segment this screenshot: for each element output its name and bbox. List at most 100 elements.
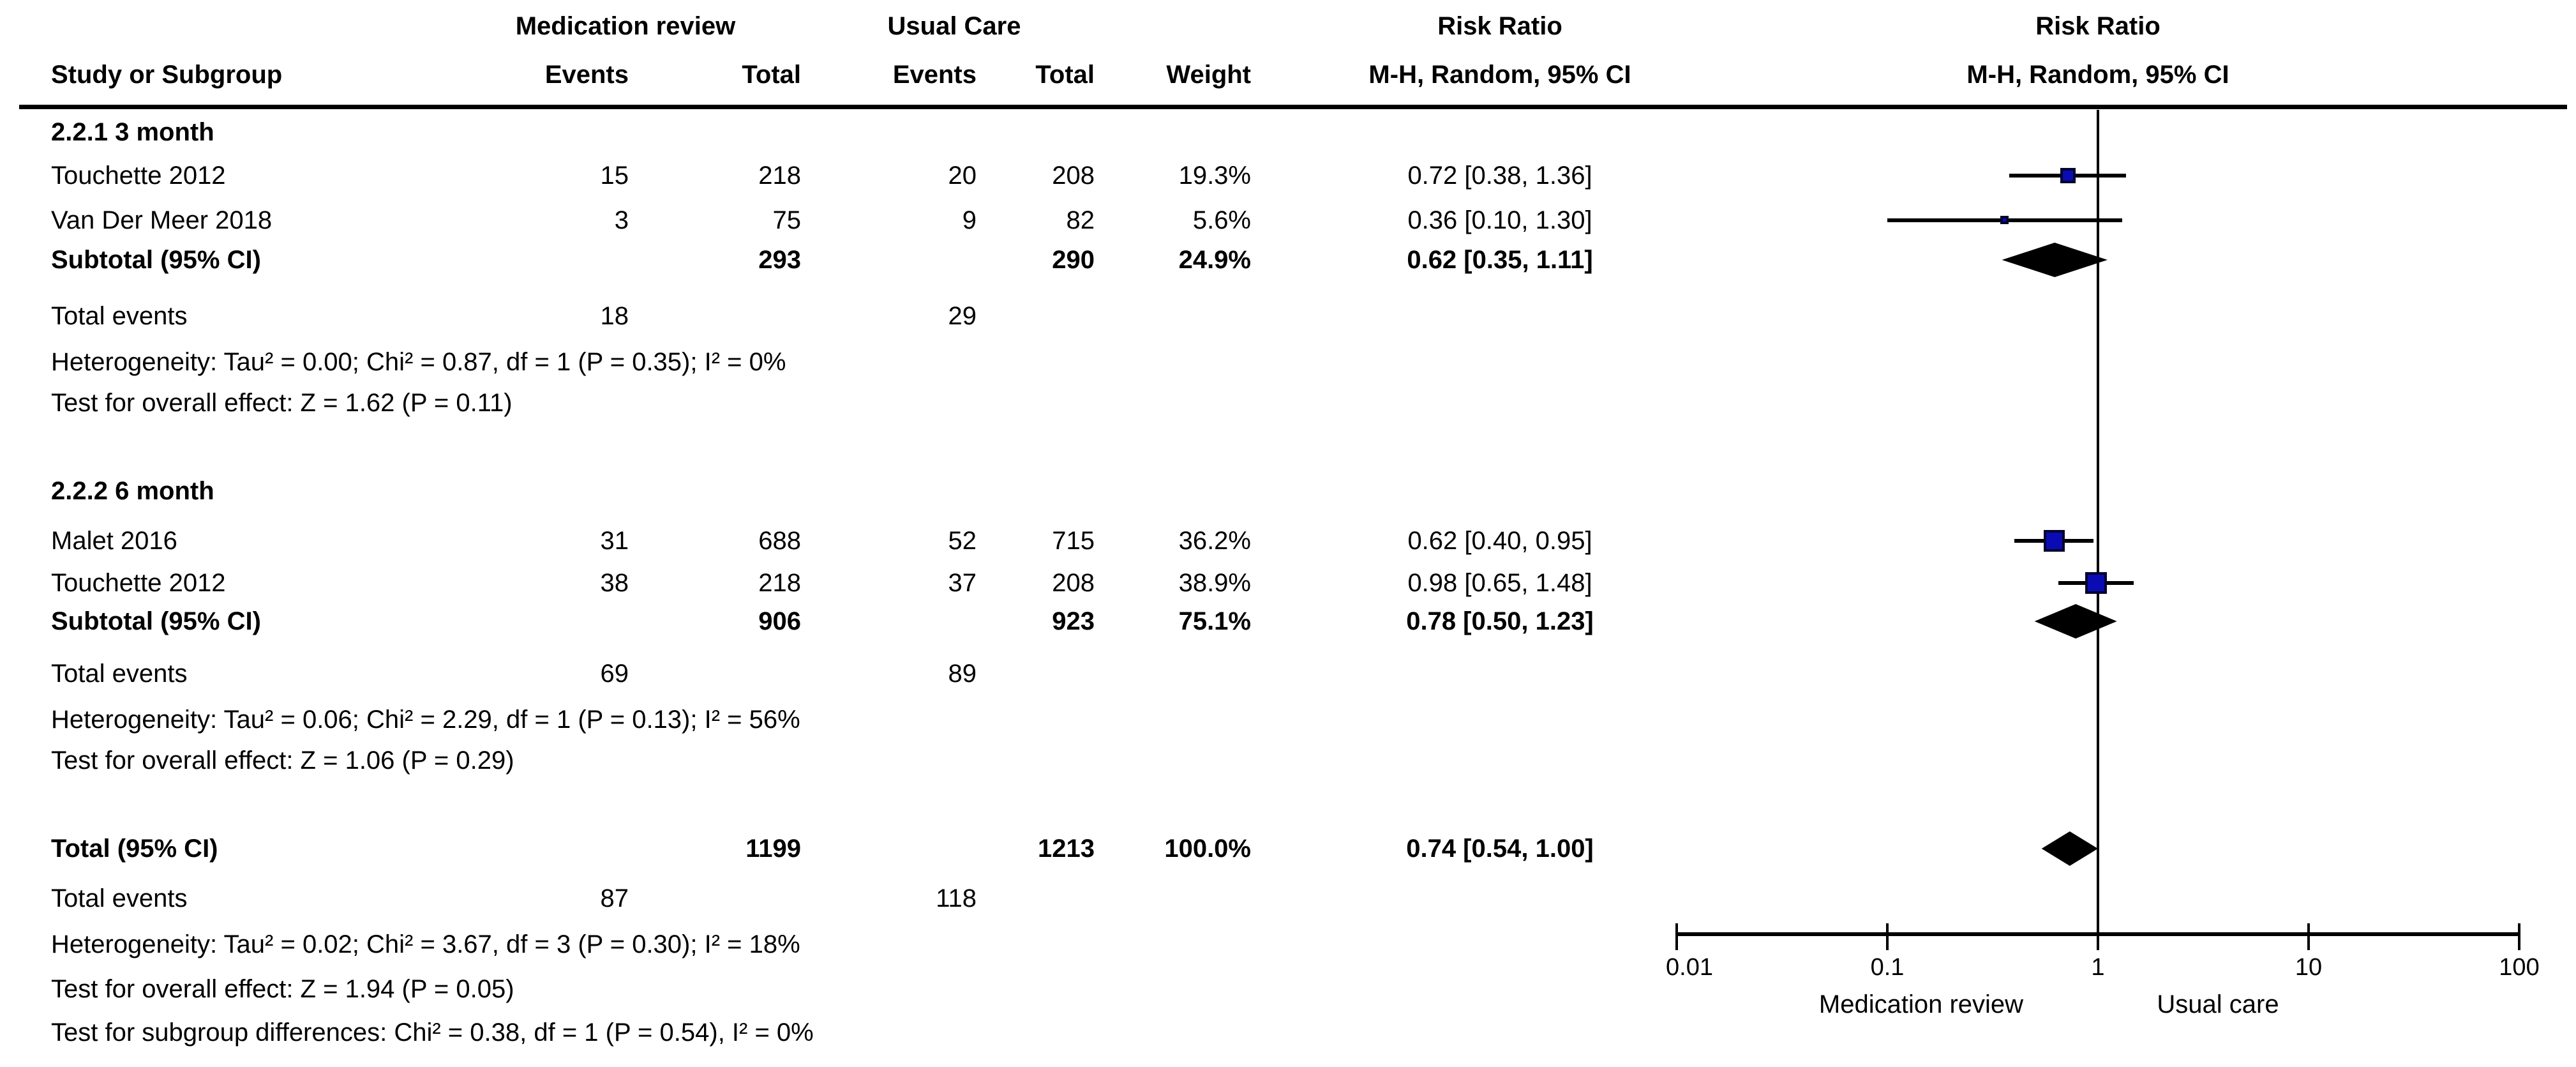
overall-effect-row: Test for overall effect: Z = 1.06 (P = 0… (0, 745, 2576, 776)
weight: 19.3% (1178, 162, 1251, 190)
risk-ratio-value: 0.36 [0.10, 1.30] (1407, 206, 1592, 234)
total-events-label: Total events (51, 884, 188, 912)
total1: 688 (758, 527, 801, 555)
subgroup-differences-row: Test for subgroup differences: Chi² = 0.… (0, 1017, 2576, 1048)
weight: 75.1% (1178, 607, 1251, 635)
subtotal-label: Subtotal (95% CI) (51, 246, 261, 274)
effect-square (2043, 530, 2065, 552)
risk-ratio-value: 0.78 [0.50, 1.23] (1406, 607, 1594, 635)
heterogeneity-text: Heterogeneity: Tau² = 0.02; Chi² = 3.67,… (51, 930, 800, 958)
axis-tick (2518, 923, 2520, 950)
header-groups-row: Medication review Usual Care Risk Ratio … (0, 10, 2576, 42)
events2: 52 (948, 527, 977, 555)
study-name: Van Der Meer 2018 (51, 206, 273, 234)
header-columns-row: Study or Subgroup Events Total Events To… (0, 59, 2576, 91)
weight: 5.6% (1192, 206, 1251, 234)
events2: 9 (962, 206, 977, 234)
events1: 38 (600, 569, 629, 597)
total1: 293 (758, 246, 801, 274)
axis-tick (1675, 923, 1678, 950)
group2-header: Usual Care (887, 12, 1021, 40)
overall-effect-text: Test for overall effect: Z = 1.06 (P = 0… (51, 746, 514, 775)
events2: 20 (948, 162, 977, 190)
risk-ratio-header-text: Risk Ratio (1437, 12, 1562, 40)
null-effect-line (2097, 110, 2099, 935)
heterogeneity-row: Heterogeneity: Tau² = 0.06; Chi² = 2.29,… (0, 704, 2576, 736)
pooled-diamond (2041, 831, 2098, 866)
study-row: Malet 2016 31 688 52 715 36.2% 0.62 [0.4… (0, 525, 2576, 557)
study-name: Touchette 2012 (51, 569, 226, 597)
subtotal-row: Subtotal (95% CI) 906 923 75.1% 0.78 [0.… (0, 605, 2576, 637)
events2: 29 (948, 302, 977, 330)
axis-tick-label: 0.01 (1666, 954, 1713, 981)
overall-effect-text: Test for overall effect: Z = 1.62 (P = 0… (51, 389, 513, 417)
overall-effect-row: Test for overall effect: Z = 1.94 (P = 0… (0, 973, 2576, 1005)
overall-effect-text: Test for overall effect: Z = 1.94 (P = 0… (51, 975, 514, 1003)
events2: 89 (948, 660, 977, 688)
total-events-row: Total events 87 118 (0, 882, 2576, 914)
header-divider-rule (19, 105, 2567, 109)
axis-tick (2307, 923, 2310, 950)
group1-header: Medication review (515, 12, 736, 40)
study-row: Touchette 2012 38 218 37 208 38.9% 0.98 … (0, 567, 2576, 599)
grand-total-row: Total (95% CI) 1199 1213 100.0% 0.74 [0.… (0, 833, 2576, 865)
heterogeneity-text: Heterogeneity: Tau² = 0.06; Chi² = 2.29,… (51, 706, 800, 734)
favours-left-label: Medication review (1818, 990, 2024, 1018)
total1: 1199 (745, 835, 801, 863)
weight: 24.9% (1178, 246, 1251, 274)
weight: 38.9% (1178, 569, 1251, 597)
risk-ratio-value: 0.62 [0.35, 1.11] (1407, 246, 1593, 274)
pooled-diamond (2002, 243, 2108, 277)
study-row: Touchette 2012 15 218 20 208 19.3% 0.72 … (0, 160, 2576, 192)
events1: 3 (614, 206, 629, 234)
axis-tick (1886, 923, 1889, 950)
risk-ratio-value: 0.74 [0.54, 1.00] (1406, 835, 1594, 863)
total2: 923 (1052, 607, 1095, 635)
total-events-row: Total events 69 89 (0, 658, 2576, 690)
risk-ratio-header-plot: Risk Ratio (2035, 12, 2160, 40)
total2: 82 (1066, 206, 1095, 234)
subgroup-differences-text: Test for subgroup differences: Chi² = 0.… (51, 1018, 814, 1047)
subtotal-label: Subtotal (95% CI) (51, 607, 261, 635)
risk-ratio-value: 0.62 [0.40, 0.95] (1407, 527, 1592, 555)
risk-ratio-value: 0.72 [0.38, 1.36] (1407, 162, 1592, 190)
axis-tick (2097, 923, 2099, 950)
heterogeneity-text: Heterogeneity: Tau² = 0.00; Chi² = 0.87,… (51, 348, 786, 376)
col-events2-header: Events (892, 61, 977, 89)
effect-square (2000, 216, 2009, 225)
weight: 100.0% (1164, 835, 1251, 863)
subgroup-2-title: 2.2.2 6 month (51, 477, 214, 505)
col-weight-header: Weight (1166, 61, 1251, 89)
total2: 715 (1052, 527, 1095, 555)
study-name: Touchette 2012 (51, 162, 226, 190)
axis-tick-label: 0.1 (1870, 954, 1905, 981)
total-label: Total (95% CI) (51, 835, 218, 863)
events2: 118 (936, 884, 977, 912)
total2: 290 (1052, 246, 1095, 274)
col-total1-header: Total (742, 61, 801, 89)
col-total2-header: Total (1035, 61, 1095, 89)
total-events-label: Total events (51, 302, 188, 330)
total1: 75 (772, 206, 802, 234)
subgroup-2-title-row: 2.2.2 6 month (0, 475, 2576, 507)
events1: 69 (600, 660, 629, 688)
total1: 218 (758, 569, 801, 597)
col-method-header-plot: M-H, Random, 95% CI (1966, 61, 2229, 89)
subtotal-row: Subtotal (95% CI) 293 290 24.9% 0.62 [0.… (0, 244, 2576, 276)
favours-right-label: Usual care (2157, 990, 2279, 1018)
overall-effect-row: Test for overall effect: Z = 1.62 (P = 0… (0, 387, 2576, 419)
events1: 15 (600, 162, 629, 190)
total2: 208 (1052, 162, 1095, 190)
heterogeneity-row: Heterogeneity: Tau² = 0.00; Chi² = 0.87,… (0, 346, 2576, 378)
effect-square (2060, 167, 2076, 184)
subgroup-1-title-row: 2.2.1 3 month (0, 116, 2576, 148)
subgroup-1-title: 2.2.1 3 month (51, 118, 214, 146)
risk-ratio-value: 0.98 [0.65, 1.48] (1407, 569, 1592, 597)
events1: 87 (600, 884, 629, 912)
axis-tick-label: 10 (2295, 954, 2323, 981)
total-events-row: Total events 18 29 (0, 300, 2576, 332)
study-row: Van Der Meer 2018 3 75 9 82 5.6% 0.36 [0… (0, 204, 2576, 236)
col-method-header-text: M-H, Random, 95% CI (1368, 61, 1631, 89)
